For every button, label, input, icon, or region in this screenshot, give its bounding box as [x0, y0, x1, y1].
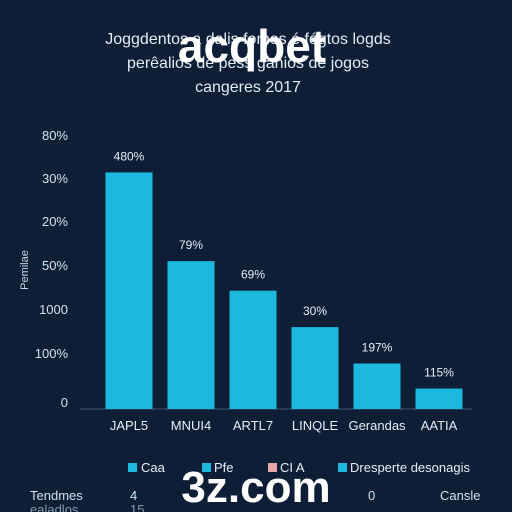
category-label: AATIA	[421, 418, 458, 433]
footer-left-value: 4	[130, 488, 137, 503]
y-tick-label: 0	[61, 395, 68, 410]
footer-table: Tendmes 4 ealadlos 15 0 Cansle	[30, 488, 480, 512]
bar-linqle	[291, 327, 339, 409]
title-line-3: cangeres 2017	[195, 79, 301, 96]
legend-label-3: CI A	[280, 460, 305, 475]
legend-swatch-3	[268, 463, 277, 472]
data-label: 79%	[179, 238, 203, 252]
legend-swatch-4	[338, 463, 347, 472]
bar-gerandas	[353, 363, 401, 409]
data-label: 30%	[303, 304, 327, 318]
chart-title: Joggdentos a dalis fomos é fégtos logds …	[105, 31, 391, 96]
legend-label-1: Caa	[141, 460, 166, 475]
y-tick-label: 50%	[42, 258, 68, 273]
watermark-bottom: 3z.com	[181, 463, 330, 512]
bar-mnui4	[167, 261, 215, 409]
title-line-2: perêalios de pess ganios de jogos	[127, 55, 369, 72]
footer-left-sub-value: 15	[130, 502, 144, 512]
y-tick-label: 30%	[42, 171, 68, 186]
bar-aatia	[415, 388, 463, 409]
category-label: LINQLE	[292, 418, 339, 433]
bars	[105, 172, 463, 409]
title-line-1: Joggdentos a dalis fomos é fégtos logds	[105, 31, 391, 48]
category-label: MNUI4	[171, 418, 211, 433]
data-label: 480%	[114, 149, 145, 163]
category-label: Gerandas	[348, 418, 406, 433]
category-label: ARTL7	[233, 418, 273, 433]
y-axis-ticks: 0 100% 1000 50% 20% 30% 80%	[35, 128, 69, 410]
category-labels: JAPL5 MNUI4 ARTL7 LINQLE Gerandas AATIA	[110, 418, 458, 433]
y-tick-label: 1000	[39, 302, 68, 317]
y-tick-label: 100%	[35, 346, 69, 361]
data-label: 69%	[241, 268, 265, 282]
footer-mid-value: 0	[368, 488, 375, 503]
category-label: JAPL5	[110, 418, 148, 433]
legend: Caa Pfe CI A Dresperte desonagis	[128, 460, 470, 475]
legend-swatch-2	[202, 463, 211, 472]
footer-left-label: Tendmes	[30, 488, 83, 503]
legend-label-2: Pfe	[214, 460, 234, 475]
watermark-top: acqbet	[178, 20, 326, 72]
data-labels: 480% 79% 69% 30% 197% 115%	[114, 149, 455, 379]
bar-japl5	[105, 172, 153, 409]
footer-left-sub: ealadlos	[30, 502, 79, 512]
y-axis-label: Pemilae	[19, 250, 31, 290]
y-tick-label: 80%	[42, 128, 68, 143]
data-label: 115%	[424, 366, 454, 380]
bar-artl7	[229, 290, 277, 409]
y-tick-label: 20%	[42, 214, 68, 229]
footer-right-label: Cansle	[440, 488, 480, 503]
data-label: 197%	[362, 341, 393, 355]
legend-label-4: Dresperte desonagis	[350, 460, 470, 475]
legend-swatch-1	[128, 463, 137, 472]
